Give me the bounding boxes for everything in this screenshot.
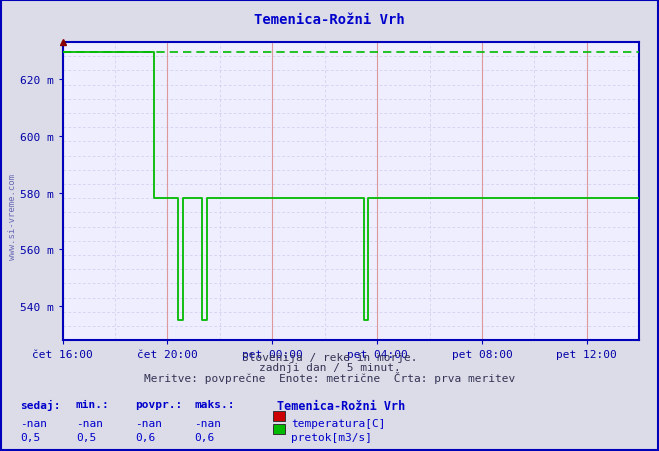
Text: 0,5: 0,5 xyxy=(20,432,40,442)
Text: povpr.:: povpr.: xyxy=(135,399,183,409)
Text: -nan: -nan xyxy=(135,419,162,428)
Text: -nan: -nan xyxy=(76,419,103,428)
Text: www.si-vreme.com: www.si-vreme.com xyxy=(8,174,17,259)
Text: pretok[m3/s]: pretok[m3/s] xyxy=(291,432,372,442)
Text: Slovenija / reke in morje.: Slovenija / reke in morje. xyxy=(242,353,417,363)
Text: -nan: -nan xyxy=(20,419,47,428)
Text: Temenica-Rožni Vrh: Temenica-Rožni Vrh xyxy=(277,399,405,412)
Text: 0,6: 0,6 xyxy=(135,432,156,442)
Text: -nan: -nan xyxy=(194,419,221,428)
Text: Meritve: povprečne  Enote: metrične  Črta: prva meritev: Meritve: povprečne Enote: metrične Črta:… xyxy=(144,371,515,383)
Text: zadnji dan / 5 minut.: zadnji dan / 5 minut. xyxy=(258,362,401,372)
Text: 0,6: 0,6 xyxy=(194,432,215,442)
Text: sedaj:: sedaj: xyxy=(20,399,60,410)
Text: min.:: min.: xyxy=(76,399,109,409)
Text: maks.:: maks.: xyxy=(194,399,235,409)
Text: temperatura[C]: temperatura[C] xyxy=(291,419,386,428)
Text: 0,5: 0,5 xyxy=(76,432,96,442)
Text: Temenica-Rožni Vrh: Temenica-Rožni Vrh xyxy=(254,13,405,27)
